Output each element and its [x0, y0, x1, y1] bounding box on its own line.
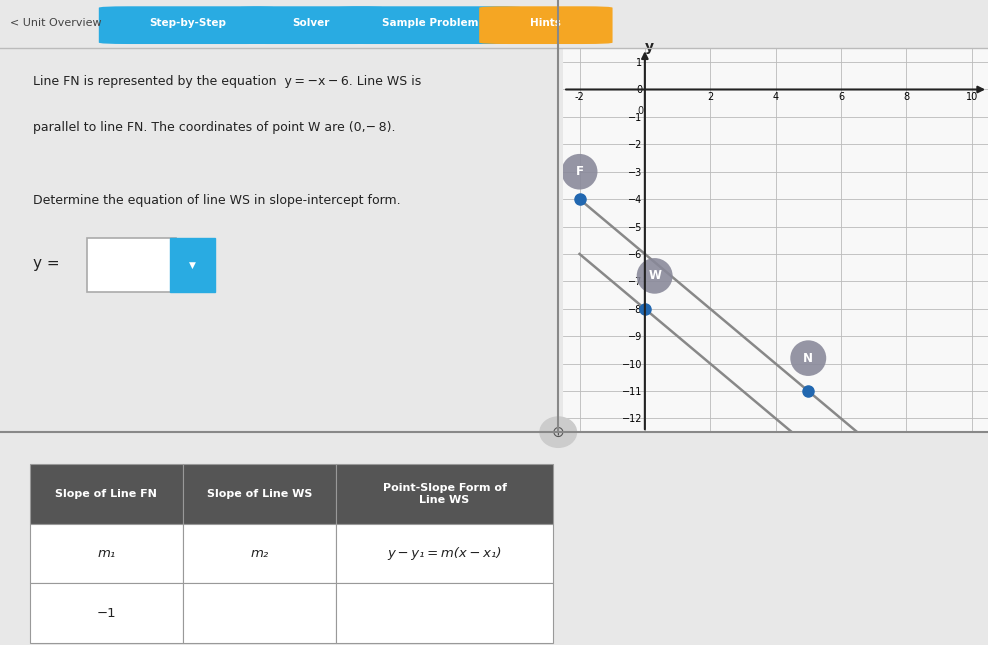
FancyBboxPatch shape: [183, 583, 336, 643]
FancyBboxPatch shape: [30, 583, 183, 643]
Text: Line FN is represented by the equation  y = −x − 6. Line WS is: Line FN is represented by the equation y…: [34, 75, 422, 88]
Text: N: N: [803, 352, 813, 364]
FancyBboxPatch shape: [30, 524, 183, 583]
Text: Solver: Solver: [292, 18, 330, 28]
FancyBboxPatch shape: [170, 239, 215, 292]
Text: Determine the equation of line WS in slope-intercept form.: Determine the equation of line WS in slo…: [34, 194, 401, 207]
Text: ⊕: ⊕: [552, 424, 564, 440]
FancyBboxPatch shape: [336, 464, 553, 524]
Ellipse shape: [790, 341, 826, 376]
Circle shape: [540, 417, 576, 448]
Text: < Unit Overview: < Unit Overview: [10, 18, 102, 28]
FancyBboxPatch shape: [99, 6, 277, 44]
FancyBboxPatch shape: [183, 524, 336, 583]
Text: Slope of Line FN: Slope of Line FN: [55, 489, 157, 499]
Text: parallel to line FN. The coordinates of point W are (0,− 8).: parallel to line FN. The coordinates of …: [34, 121, 396, 134]
Text: Slope of Line WS: Slope of Line WS: [206, 489, 312, 499]
Text: m₁: m₁: [97, 547, 116, 560]
Text: W: W: [648, 270, 661, 283]
Text: Hints: Hints: [531, 18, 561, 28]
Text: Sample Problem: Sample Problem: [381, 18, 478, 28]
FancyBboxPatch shape: [30, 464, 183, 524]
FancyBboxPatch shape: [87, 239, 176, 292]
FancyBboxPatch shape: [336, 583, 553, 643]
FancyBboxPatch shape: [237, 6, 385, 44]
Text: Step-by-Step: Step-by-Step: [149, 18, 226, 28]
FancyBboxPatch shape: [479, 6, 613, 44]
Ellipse shape: [636, 258, 673, 293]
Text: y − y₁ = m(x − x₁): y − y₁ = m(x − x₁): [387, 547, 502, 560]
FancyBboxPatch shape: [336, 524, 553, 583]
Text: −1: −1: [97, 606, 116, 620]
Ellipse shape: [561, 154, 598, 190]
FancyBboxPatch shape: [183, 464, 336, 524]
Text: m₂: m₂: [250, 547, 269, 560]
Text: Point-Slope Form of
Line WS: Point-Slope Form of Line WS: [382, 483, 507, 504]
Text: F: F: [575, 165, 584, 178]
Text: ▼: ▼: [189, 261, 196, 270]
Text: y =: y =: [34, 256, 60, 271]
Text: 0: 0: [637, 106, 643, 116]
FancyBboxPatch shape: [336, 6, 524, 44]
Text: y: y: [645, 40, 654, 54]
